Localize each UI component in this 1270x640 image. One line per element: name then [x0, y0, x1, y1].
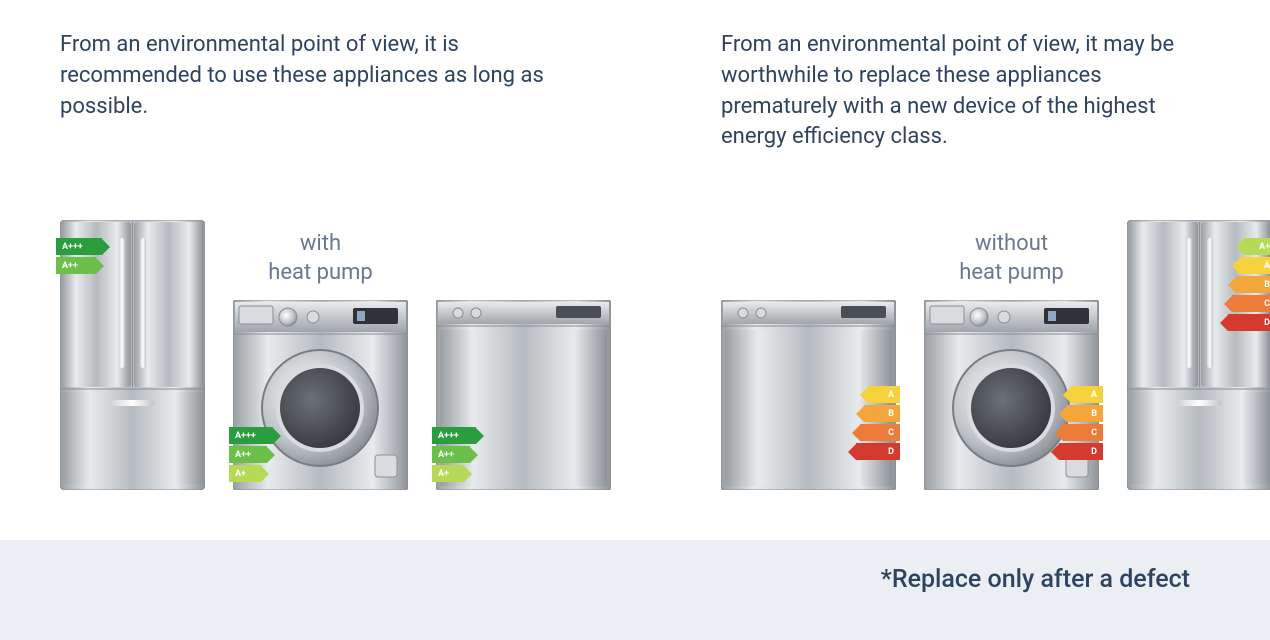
energy-label-row: A++ [56, 257, 110, 274]
energy-label-row: B [848, 405, 900, 422]
fridge-energy-labels: A+ ABCD [1220, 238, 1270, 331]
energy-label-row: A [1051, 386, 1103, 403]
energy-label-row: C [1220, 295, 1270, 312]
energy-label-row: A+++ [432, 427, 484, 444]
dishwasher-icon: ABCD [721, 300, 896, 490]
energy-label-row: D [1051, 443, 1103, 460]
energy-label-row: D [848, 443, 900, 460]
dishwasher-energy-labels: ABCD [848, 386, 900, 460]
right-description: From an environmental point of view, it … [721, 30, 1221, 170]
dishwasher-energy-labels: A+++ A++ A+ [432, 427, 484, 482]
washer-energy-labels: A+++ A++ A+ [229, 427, 281, 482]
energy-label-row: D [1220, 314, 1270, 331]
energy-label-row: A+++ [56, 238, 110, 255]
dishwasher-icon: A+++A++A+ [436, 300, 611, 490]
right-appliances: ABCD withoutheat pump ABCD A+ABCD [721, 210, 1270, 490]
footnote-text: *Replace only after a defect [881, 565, 1190, 594]
energy-label-row: A [848, 386, 900, 403]
right-panel: From an environmental point of view, it … [661, 0, 1270, 540]
infographic: From an environmental point of view, it … [0, 0, 1270, 540]
energy-label-row: A [1220, 257, 1270, 274]
fridge-icon: A+++A++ [60, 220, 205, 490]
footer-bar: *Replace only after a defect [0, 540, 1270, 640]
fridge-icon: A+ ABCD [1127, 220, 1270, 490]
energy-label-row: A+ [1220, 238, 1270, 255]
energy-label-row: C [848, 424, 900, 441]
left-appliances: A+++A++ withheat pump A+++A++A+ A+++A++A… [60, 210, 611, 490]
washer-icon: withheat pump A+++A++A+ [233, 300, 408, 490]
washer-icon: withoutheat pump ABCD [924, 300, 1099, 490]
energy-label-row: C [1051, 424, 1103, 441]
energy-label-row: B [1051, 405, 1103, 422]
energy-label-row: A+ [229, 465, 281, 482]
washer-energy-labels: ABCD [1051, 386, 1103, 460]
energy-label-row: B [1220, 276, 1270, 293]
energy-label-row: A+++ [229, 427, 281, 444]
left-description: From an environmental point of view, it … [60, 30, 560, 170]
left-panel: From an environmental point of view, it … [0, 0, 661, 540]
fridge-energy-labels: A+++ A++ [56, 238, 110, 274]
energy-label-row: A++ [432, 446, 484, 463]
energy-label-row: A++ [229, 446, 281, 463]
energy-label-row: A+ [432, 465, 484, 482]
washer-caption: withheat pump [233, 230, 408, 287]
washer-caption: withoutheat pump [924, 230, 1099, 287]
